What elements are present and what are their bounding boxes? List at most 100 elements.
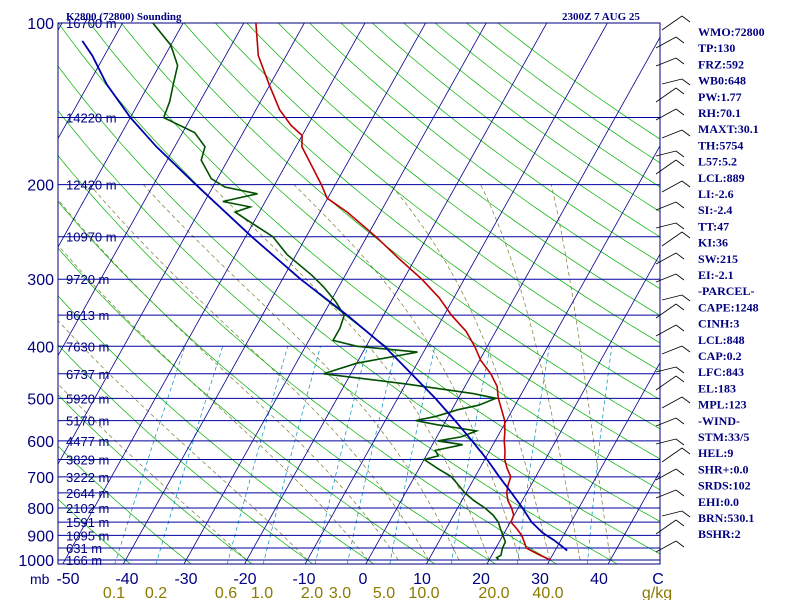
wind-barb [661,15,683,31]
index-line: TP:130 [698,41,735,55]
temperature-tick-labels: -50 -40 -30 -20 -10 0 10 20 30 40 C [56,571,663,588]
mixing-ratio-label: 5.0 [373,585,395,600]
index-line: LCL:889 [698,171,745,185]
dry-adiabat-line [58,247,436,564]
height-label: 10970 m [66,230,117,245]
isotherm-line [58,23,184,248]
mixing-ratio-line [155,346,224,564]
dry-adiabat-line [58,445,192,564]
mixing-ratio-label: 2.0 [301,585,323,600]
pressure-label: 600 [27,434,54,451]
wind-barb [655,36,677,49]
isotherm-line [58,23,245,357]
index-line: FRZ:592 [698,57,744,71]
sounding-indices-panel: WMO:72800 TP:130 FRZ:592 WB0:648 PW:1.77 RH:7… [698,25,765,541]
height-label: 2102 m [66,501,109,516]
wind-barb [655,201,677,211]
index-line: KI:36 [698,236,728,250]
height-labels: 16700 m 14220 m 12420 m 10970 m 9720 m 8613 m… [66,16,117,568]
index-line: EL:183 [698,381,736,395]
mixing-ratio-label: 3.0 [329,585,351,600]
mixing-ratio-label: 0.2 [145,585,167,600]
moist-adiabat-line [390,184,551,561]
wind-barb [661,294,683,301]
dry-adiabat-line [58,344,314,564]
index-line: MAXT:30.1 [698,122,759,136]
mixing-ratio-label: 40.0 [532,585,563,600]
pressure-label: 900 [27,528,54,545]
temperature-tick-label: -10 [292,571,315,588]
wind-barb-flag [675,324,685,332]
wind-barb-flag [675,303,685,311]
wind-barb [655,489,677,499]
wind-barb [655,159,677,175]
dry-adiabat-line [277,23,660,316]
pressure-label: 100 [27,16,54,33]
wind-barb-flag [681,15,691,23]
temperature-tick-label: -20 [233,571,256,588]
temperature-tick-label: 40 [590,571,608,588]
isotherm-line [425,144,660,564]
height-label: 9720 m [66,272,109,287]
wind-barb [655,303,677,319]
height-label: 14220 m [66,111,117,126]
wind-barb-flag [675,375,685,383]
dry-adiabat-line [120,23,660,460]
index-line: LCL:848 [698,333,745,347]
index-line: SHR+:0.0 [698,462,749,476]
wind-barb-flag [675,108,685,116]
mixing-ratio-line [226,346,289,564]
wind-barb-flag [681,447,691,455]
wind-barb [655,540,677,553]
wind-barb-flag [675,489,685,497]
wind-barb-flag [675,438,685,446]
wind-barb [655,150,677,157]
wind-barb [655,519,677,535]
temperature-tick-label: 0 [359,571,368,588]
index-line: -PARCEL- [698,284,754,298]
wind-barb-flag [681,180,691,188]
index-line: WMO:72800 [698,25,765,39]
pressure-label: 200 [27,178,54,195]
sounding-traces [81,23,568,561]
isotherm-line [365,36,660,564]
index-line: CAPE:1248 [698,300,759,314]
wind-barb [655,438,677,445]
height-label: 12420 m [66,178,117,193]
wind-barbs [655,15,691,553]
pressure-label: 500 [27,391,54,408]
isotherm-line [58,23,305,465]
wind-barb-flag [675,222,685,230]
height-label: 16700 m [66,16,117,31]
wind-barb-flag [681,345,691,353]
wind-barb [655,417,677,427]
index-line: TH:5754 [698,138,743,152]
index-line: EHI:0.0 [698,495,739,509]
plot-frame [57,22,661,565]
temperature-tick-label: -40 [115,571,138,588]
index-line: CINH:3 [698,317,739,331]
dry-adiabat-line [309,23,660,290]
wind-barb [655,87,677,103]
wind-barb [661,510,683,517]
mixing-ratio-label: 0.6 [215,585,237,600]
index-line: PW:1.77 [698,90,742,104]
dry-adiabat-line [58,65,660,555]
pressure-labels: 100 200 300 400 500 600 700 800 900 1000 [18,16,54,570]
wind-barb-flag [681,129,691,137]
index-line: SRDS:102 [698,479,751,493]
dry-adiabat-line [58,394,253,564]
isotherm-line [547,361,660,564]
mixing-ratio-line [587,346,613,564]
height-label: 7630 m [66,339,109,354]
pressure-label: 700 [27,470,54,487]
wind-barb [661,180,683,193]
wind-barb-flag [675,36,685,44]
pressure-label: 1000 [18,553,54,570]
dry-adiabat-line [89,23,660,491]
dry-adiabat-line [58,295,375,564]
wind-barb-flag [675,468,685,476]
dry-adiabat-line [58,498,131,564]
height-label: 1095 m [66,528,109,543]
